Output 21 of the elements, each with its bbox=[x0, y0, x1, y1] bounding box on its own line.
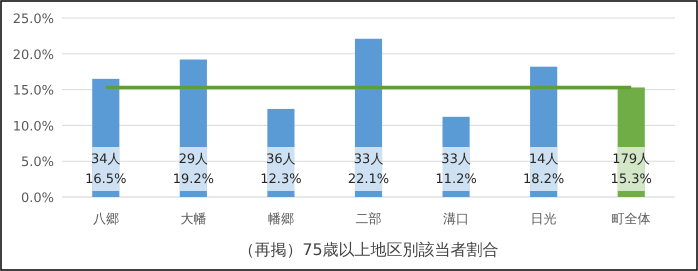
y-tick-label: 5.0% bbox=[20, 155, 54, 170]
x-tick-label: 幡郷 bbox=[268, 212, 294, 227]
x-tick-label: 二部 bbox=[356, 212, 382, 227]
text: （再掲）75歳以上地区別該当者割合 bbox=[238, 240, 499, 259]
data-label: 14人 18.2% bbox=[522, 152, 564, 187]
x-tick-label: 大幡 bbox=[180, 212, 206, 227]
x-tick-label: 八郷 bbox=[92, 212, 119, 227]
y-tick-label: 10.0% bbox=[12, 119, 54, 134]
x-tick-label: 日光 bbox=[530, 212, 557, 227]
data-label: 36人 12.3% bbox=[260, 152, 302, 187]
data-label: 33人 22.1% bbox=[348, 152, 390, 187]
data-label: 179人 15.3% bbox=[610, 152, 652, 187]
y-tick-label: 25.0% bbox=[12, 12, 54, 27]
data-label: 34人 16.5% bbox=[85, 152, 126, 187]
x-tick-label: 溝口 bbox=[443, 212, 470, 227]
x-tick-label: 町全体 bbox=[612, 212, 651, 227]
data-label: 33人 11.2% bbox=[435, 152, 477, 187]
y-tick-label: 20.0% bbox=[12, 48, 54, 63]
y-tick-label: 15.0% bbox=[12, 84, 54, 99]
y-tick-label: 0.0% bbox=[20, 191, 54, 206]
data-label: 29人 19.2% bbox=[172, 152, 214, 187]
